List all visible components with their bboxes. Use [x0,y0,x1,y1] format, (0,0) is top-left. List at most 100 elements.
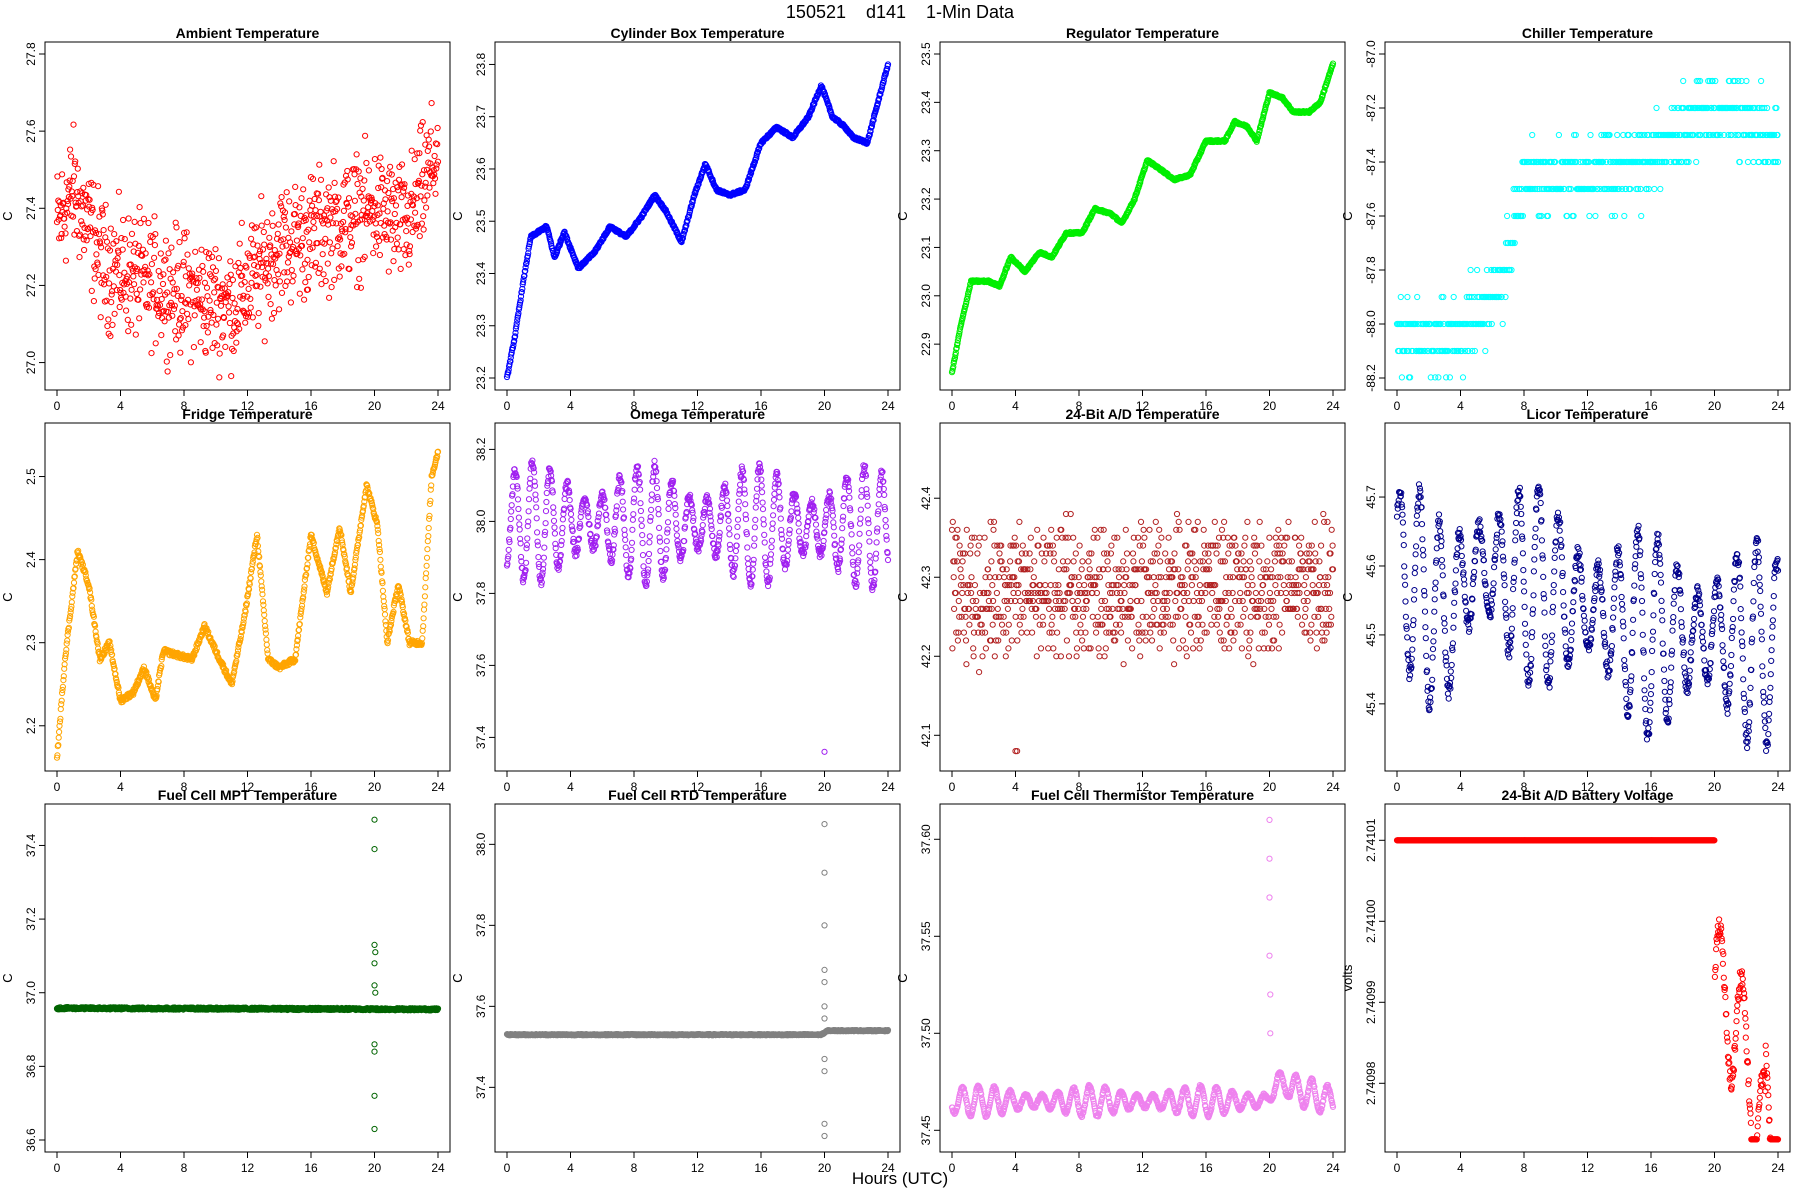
data-point [287,299,294,306]
data-point [272,282,279,289]
x-tick-label: 24 [881,780,895,794]
data-point [166,266,173,273]
data-point [209,264,217,271]
data-point [288,228,295,235]
data-point [357,284,364,291]
data-point [137,220,144,227]
data-point [185,316,192,323]
data-point [140,215,147,222]
data-point [621,531,628,538]
data-point [62,257,70,264]
data-point [306,239,313,246]
data-point [177,349,184,356]
data-point [198,246,205,253]
data-point [55,197,62,204]
data-point [258,222,265,229]
data-point [374,202,381,209]
data-point [233,339,240,346]
y-tick-label: -87.8 [1364,256,1378,284]
data-point [637,486,644,493]
y-tick-label: 23.3 [919,139,933,163]
data-point [1504,212,1511,220]
data-point [377,556,384,563]
data-point [395,187,402,194]
data-point [202,349,209,356]
data-point [128,230,136,237]
data-point [139,246,147,253]
data-point [1414,293,1421,301]
data-point [619,498,626,505]
data-point [189,299,196,306]
data-point [145,272,152,279]
data-point [118,296,125,303]
data-point [305,226,312,233]
data-point [126,241,133,248]
data-point [400,246,407,253]
y-tick-label: 23.6 [474,157,488,181]
data-point [262,274,269,281]
data-point [559,530,566,537]
data-point [630,511,637,518]
data-point [331,276,338,283]
data-point [323,191,330,198]
y-tick-label: -88.0 [1364,310,1378,338]
data-point [92,227,99,234]
data-point [317,208,324,215]
data-point [269,210,276,217]
data-point [352,210,359,217]
data-point [210,277,217,284]
data-point [108,299,115,306]
data-point [263,636,270,643]
data-point [1638,212,1645,220]
data-point [432,190,439,197]
data-point [239,272,246,279]
data-point [120,216,127,224]
data-point [406,247,413,254]
data-point [248,235,255,242]
data-point [203,322,210,330]
data-point [77,188,84,195]
x-tick-label: 0 [54,399,61,413]
data-point [690,514,697,521]
data-point [424,192,431,199]
data-point [150,289,157,296]
data-point [526,485,533,492]
data-point [156,302,164,309]
data-point [390,258,397,265]
data-point [326,239,333,246]
data-point [58,234,65,241]
data-point [66,183,73,190]
data-point [333,220,340,227]
y-tick-label: 27.4 [24,196,38,220]
data-point [392,224,399,231]
data-point [181,235,188,242]
data-point [811,100,818,108]
y-tick-label: 23.8 [474,52,488,76]
data-point [147,238,154,245]
x-tick-label: 20 [368,399,382,413]
data-point [346,266,353,273]
data-point [229,276,236,283]
data-point [179,308,186,315]
data-point [106,267,113,274]
data-point [213,321,220,328]
data-point [378,165,385,173]
data-point [360,197,367,204]
data-point [312,207,319,214]
data-point [506,361,513,368]
data-point [533,504,540,511]
x-tick-label: 20 [818,399,832,413]
data-point [1587,131,1594,139]
data-point [323,217,331,224]
data-point [56,199,63,206]
data-point [639,532,646,539]
data-point [516,521,523,528]
data-point [647,514,654,521]
data-point [264,650,271,657]
data-point [315,190,322,197]
data-point [250,241,257,248]
data-point [198,296,205,303]
data-point [184,296,192,303]
data-point [241,279,248,286]
